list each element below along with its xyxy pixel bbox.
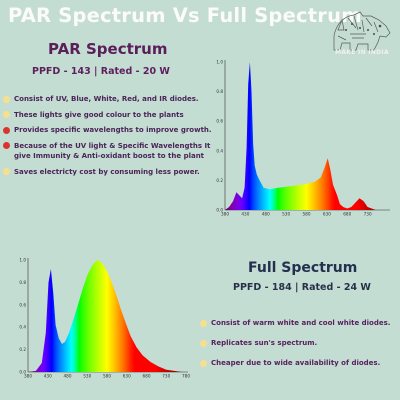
bullet-dot-icon — [3, 111, 10, 118]
par-heading: PAR Spectrum — [48, 40, 168, 58]
par-bullet-text: Saves electricty cost by consuming less … — [14, 167, 200, 176]
bullet-dot-icon — [200, 359, 207, 367]
x-tick-label: 380 — [221, 212, 229, 217]
x-tick-label: 430 — [241, 212, 249, 217]
y-tick-label: 0.8 — [19, 280, 26, 285]
y-tick-label: 0.6 — [19, 302, 26, 307]
par-bullet-text: Consist of UV, Blue, White, Red, and IR … — [14, 95, 199, 103]
y-tick-label: 0.6 — [216, 119, 223, 124]
par-bullet-item: These lights give good colour to the pla… — [3, 110, 213, 121]
par-bullet-item: Saves electricty cost by consuming less … — [3, 167, 213, 178]
logo-text: MAKE IN INDIA — [335, 49, 389, 56]
spectrum-area — [225, 62, 388, 210]
x-tick-label: 480 — [64, 374, 72, 379]
x-tick-label: 630 — [323, 212, 331, 217]
full-bullet-text: Consist of warm white and cool white dio… — [211, 319, 391, 327]
y-tick-label: 0.4 — [19, 325, 26, 330]
par-bullet-text: These lights give good colour to the pla… — [14, 110, 184, 119]
full-heading: Full Spectrum — [248, 260, 358, 276]
spectrum-area — [28, 260, 186, 372]
x-tick-label: 730 — [364, 212, 372, 217]
x-tick-label: 530 — [83, 374, 91, 379]
x-tick-label: 430 — [44, 374, 52, 379]
y-tick-label: 0.0 — [216, 208, 223, 213]
x-tick-label: 530 — [282, 212, 290, 217]
par-spectrum-chart: 380 430 480 530 580 630 680 730 0.0 0.2 0.4 0.6 0.8 1… — [216, 60, 390, 217]
par-subtitle: PPFD - 143 | Rated - 20 W — [32, 66, 170, 77]
bullet-dot-icon — [3, 95, 10, 103]
x-tick-label: 680 — [343, 212, 351, 217]
bullet-dot-icon — [3, 168, 10, 175]
y-tick-label: 0.0 — [19, 370, 26, 375]
y-tick-label: 1.0 — [216, 60, 223, 65]
y-tick-label: 0.4 — [216, 148, 223, 153]
bullet-dot-icon — [3, 142, 10, 149]
full-bullet-item: Replicates sun's spectrum. — [200, 338, 398, 349]
x-tick-label: 730 — [162, 374, 170, 379]
y-tick-label: 0.2 — [216, 178, 223, 183]
par-bullet-item: Consist of UV, Blue, White, Red, and IR … — [3, 94, 213, 105]
full-subtitle: PPFD - 184 | Rated - 24 W — [233, 282, 371, 293]
page-title: PAR Spectrum Vs Full Spectrum — [8, 4, 362, 27]
x-tick-label: 580 — [103, 374, 111, 379]
x-tick-label: 380 — [24, 374, 32, 379]
par-bullet-item: Because of the UV light & Specific Wavel… — [3, 141, 213, 162]
full-bullet-item: Consist of warm white and cool white dio… — [200, 318, 398, 329]
par-bullet-text: Because of the UV light & Specific Wavel… — [14, 141, 211, 161]
y-tick-label: 0.8 — [216, 89, 223, 94]
bullet-dot-icon — [3, 126, 10, 134]
y-tick-label: 0.2 — [19, 347, 26, 352]
y-tick-label: 1.0 — [19, 258, 26, 263]
full-bullet-item: Cheaper due to wide availability of diod… — [200, 358, 398, 369]
x-tick-label: 630 — [123, 374, 131, 379]
par-bullet-list: Consist of UV, Blue, White, Red, and IR … — [3, 94, 213, 182]
full-spectrum-chart: 380 430 480 530 580 630 680 730 780 0.0 0.2 0.4 0.6 0… — [19, 258, 190, 379]
full-bullet-list: Consist of warm white and cool white dio… — [200, 318, 398, 378]
full-bullet-text: Cheaper due to wide availability of diod… — [211, 359, 381, 367]
full-bullet-text: Replicates sun's spectrum. — [211, 339, 318, 347]
lion-icon — [333, 11, 391, 51]
x-tick-label: 480 — [262, 212, 270, 217]
x-tick-label: 680 — [143, 374, 151, 379]
x-tick-label: 780 — [182, 374, 190, 379]
bullet-dot-icon — [200, 319, 207, 327]
par-bullet-item: Provides specific wavelengths to improve… — [3, 125, 213, 136]
bullet-dot-icon — [200, 339, 207, 347]
par-bullet-text: Provides specific wavelengths to improve… — [14, 126, 212, 134]
x-tick-label: 580 — [303, 212, 311, 217]
